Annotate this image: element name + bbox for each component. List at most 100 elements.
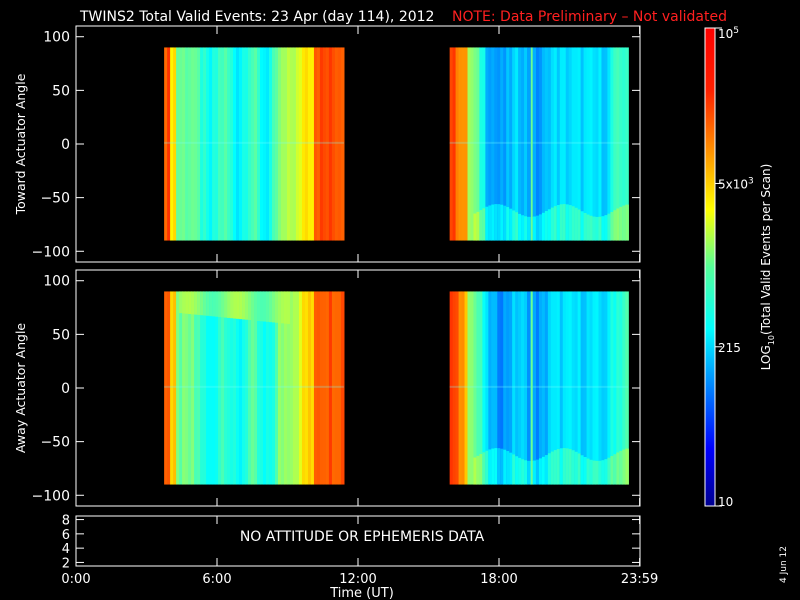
- heatmap-cell: [182, 291, 186, 485]
- heatmap-cell: [242, 291, 246, 485]
- heatmap-cell: [533, 47, 537, 241]
- heatmap-cell: [218, 291, 222, 318]
- heatmap-cell: [625, 204, 629, 241]
- page-title: TWINS2 Total Valid Events: 23 Apr (day 1…: [79, 9, 434, 25]
- heatmap-cell: [494, 47, 498, 241]
- heatmap-cell: [215, 47, 219, 241]
- heatmap-cell: [583, 291, 588, 485]
- heatmap-cell: [589, 215, 594, 241]
- heatmap-cell: [227, 291, 231, 485]
- heatmap-cell: [182, 47, 186, 241]
- heatmap-cell: [589, 459, 594, 485]
- heatmap-cell: [494, 204, 498, 241]
- heatmap-cell: [191, 291, 195, 315]
- heatmap-cell: [586, 214, 591, 241]
- heatmap-cell: [547, 47, 552, 241]
- heatmap-cell: [506, 291, 510, 485]
- heatmap-cell: [197, 47, 201, 241]
- heatmap-cell: [283, 291, 288, 485]
- heatmap-cell: [310, 47, 315, 241]
- x-tick-label: 0:00: [61, 572, 90, 587]
- y-tick-label: 8: [62, 514, 70, 529]
- heatmap-cell: [254, 47, 258, 241]
- heatmap-cell: [521, 459, 525, 485]
- heatmap-cell: [164, 385, 344, 388]
- colorbar-label: LOG10(Total Valid Events per Scan): [759, 164, 776, 371]
- toward-x-ticks: [75, 26, 641, 262]
- heatmap-cell: [337, 291, 342, 485]
- y-tick-label: 100: [43, 30, 70, 46]
- heatmap-cell: [622, 291, 626, 485]
- heatmap-cell: [512, 47, 516, 241]
- heatmap-cell: [188, 291, 192, 315]
- heatmap-cell: [544, 211, 549, 241]
- heatmap-cell: [224, 47, 228, 241]
- heatmap-cell: [518, 213, 522, 241]
- colorbar-tick-label: 105: [718, 26, 739, 41]
- heatmap-cell: [619, 291, 623, 485]
- heatmap-cell: [607, 291, 611, 485]
- heatmap-cell: [227, 291, 231, 318]
- heatmap-cell: [230, 47, 234, 241]
- heatmap-cell: [512, 291, 516, 485]
- heatmap-cell: [461, 291, 466, 485]
- heatmap-cell: [449, 141, 629, 144]
- heatmap-cell: [550, 291, 555, 485]
- heatmap-cell: [197, 291, 201, 485]
- heatmap-cell: [535, 291, 540, 485]
- y-tick-label: −100: [32, 244, 70, 260]
- heatmap-cell: [188, 291, 192, 485]
- heatmap-cell: [263, 291, 267, 322]
- heatmap-cell: [524, 47, 528, 241]
- heatmap-cell: [167, 291, 171, 485]
- heatmap-cell: [307, 47, 312, 241]
- date-stamp: 4 Jun 12: [779, 546, 789, 583]
- heatmap-cell: [206, 47, 210, 241]
- heatmap-cell: [251, 291, 255, 485]
- heatmap-cell: [224, 291, 228, 485]
- heatmap-cell: [164, 141, 344, 144]
- heatmap-cell: [455, 291, 460, 485]
- heatmap-cell: [179, 291, 183, 314]
- heatmap-cell: [197, 291, 201, 315]
- heatmap-cell: [527, 47, 531, 241]
- heatmap-cell: [619, 47, 623, 241]
- heatmap-cell: [533, 291, 537, 485]
- heatmap-cell: [167, 47, 171, 241]
- heatmap-cell: [227, 47, 231, 241]
- y-tick-label: 2: [62, 556, 70, 571]
- heatmap-cell: [203, 291, 207, 316]
- heatmap-cell: [280, 291, 285, 324]
- heatmap-cell: [589, 291, 594, 485]
- heatmap-cell: [295, 291, 300, 485]
- heatmap-cell: [562, 204, 567, 241]
- y-tick-label: 50: [52, 83, 70, 99]
- heatmap-cell: [544, 291, 549, 485]
- x-tick-label: 23:59: [621, 572, 658, 587]
- heatmap-cell: [277, 291, 282, 324]
- heatmap-cell: [598, 216, 603, 241]
- heatmap-cell: [209, 291, 213, 317]
- heatmap-cell: [610, 47, 614, 241]
- heatmap-cell: [218, 47, 222, 241]
- heatmap-cell: [452, 291, 457, 485]
- heatmap-cell: [239, 291, 243, 485]
- heatmap-cell: [509, 208, 513, 241]
- heatmap-cell: [607, 47, 611, 241]
- heatmap-cell: [286, 291, 291, 324]
- heatmap-cell: [455, 47, 460, 241]
- heatmap-cell: [182, 291, 186, 314]
- heatmap-cell: [328, 291, 333, 485]
- away-heatmap: [164, 291, 629, 485]
- heatmap-cell: [503, 449, 507, 485]
- heatmap-cell: [565, 291, 570, 485]
- heatmap-cell: [604, 215, 609, 241]
- heatmap-cell: [556, 47, 561, 241]
- heatmap-cell: [500, 204, 504, 241]
- heatmap-cell: [604, 47, 609, 241]
- heatmap-cell: [601, 460, 606, 485]
- heatmap-cell: [538, 291, 543, 485]
- heatmap-cell: [467, 47, 472, 241]
- y-tick-label: 100: [43, 274, 70, 290]
- heatmap-cell: [325, 291, 330, 485]
